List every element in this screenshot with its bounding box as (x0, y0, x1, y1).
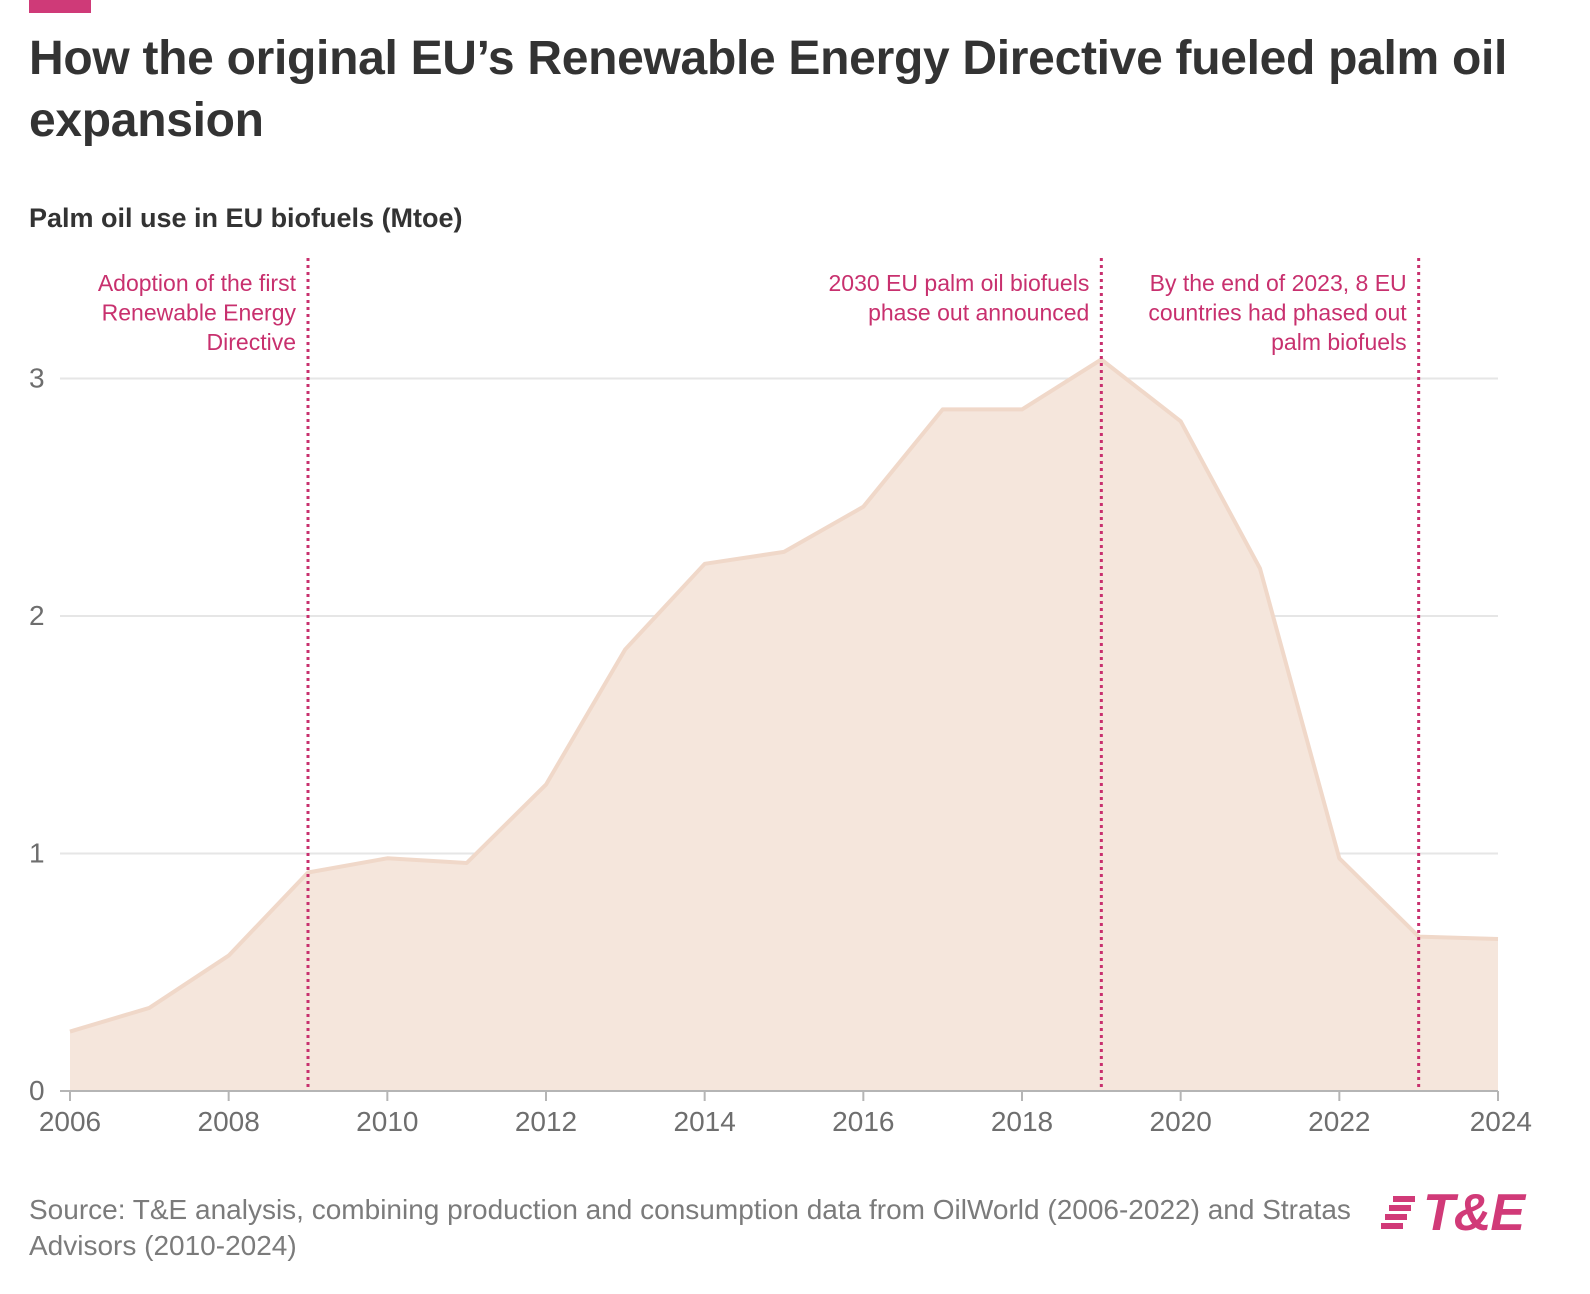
y-tick-label: 2 (29, 600, 45, 631)
area-chart: 0 1 2 3 2006 2008 2010 2012 2014 2016 2018 2020 2022… (29, 258, 1532, 1137)
annotation-text: Adoption of the first (98, 270, 297, 296)
annotation-text: Directive (207, 329, 296, 355)
x-tick-label: 2016 (832, 1106, 894, 1137)
x-tick-label: 2018 (991, 1106, 1053, 1137)
y-tick-label: 3 (29, 363, 45, 394)
x-tick-label: 2014 (674, 1106, 736, 1137)
source-note: Source: T&E analysis, combining producti… (29, 1194, 1351, 1261)
x-tick-label: 2010 (356, 1106, 418, 1137)
area-line (69, 357, 1499, 1034)
annotation-text: By the end of 2023, 8 EU (1150, 270, 1407, 296)
annotation-text: phase out announced (868, 300, 1089, 326)
logo-text: T&E (1423, 1184, 1525, 1242)
annotation-text: countries had phased out (1148, 300, 1407, 326)
chart-subtitle: Palm oil use in EU biofuels (Mtoe) (29, 203, 463, 233)
area-fill (70, 359, 1498, 1091)
x-tick-label: 2012 (515, 1106, 577, 1137)
y-tick-label: 1 (29, 838, 45, 869)
annotation-text: 2030 EU palm oil biofuels (829, 270, 1090, 296)
te-logo: T&E (1379, 1183, 1569, 1243)
x-tick-label: 2022 (1308, 1106, 1370, 1137)
x-tick-label: 2020 (1150, 1106, 1212, 1137)
x-tick-label: 2024 (1470, 1106, 1532, 1137)
annotation-text: Renewable Energy (102, 300, 297, 326)
annotation-text: palm biofuels (1271, 329, 1407, 355)
accent-bar (29, 0, 91, 13)
y-tick-label: 0 (29, 1075, 45, 1106)
x-tick-label: 2008 (198, 1106, 260, 1137)
chart-title: How the original EU’s Renewable Energy D… (29, 32, 1508, 147)
x-tick-label: 2006 (39, 1106, 101, 1137)
